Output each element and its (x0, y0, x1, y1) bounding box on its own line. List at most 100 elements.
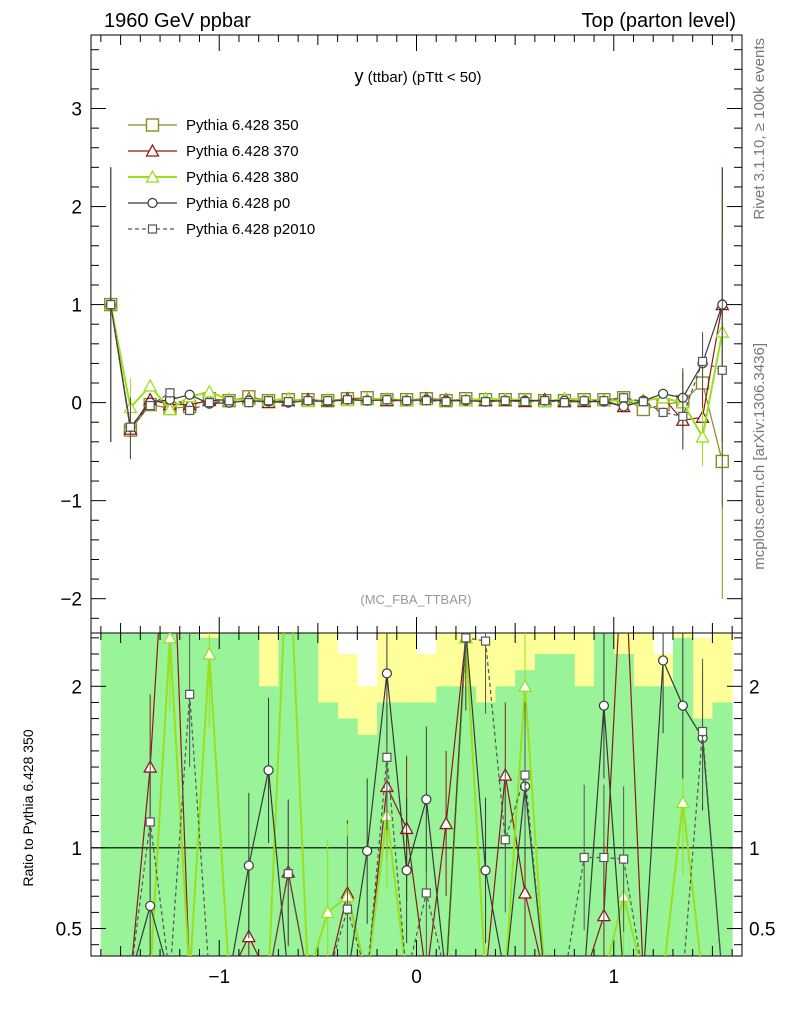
y-tick-label: 1 (71, 296, 82, 317)
series-2 (103, 167, 730, 470)
ratio-data-point (401, 865, 412, 876)
data-point (145, 400, 155, 411)
y-tick-label: 3 (71, 100, 82, 121)
y-tick-label: −1 (60, 492, 82, 513)
ratio-band-green (534, 653, 556, 956)
data-point (638, 397, 648, 407)
y-tick-label: −2 (60, 590, 82, 611)
ratio-y-tick-label-right: 0.5 (749, 920, 775, 941)
ratio-band-green (712, 702, 733, 956)
plot-title-sub: (ttbar) (pTtt < 50) (364, 69, 482, 86)
data-point (202, 384, 217, 398)
legend-marker (145, 118, 160, 132)
series-4 (106, 167, 727, 508)
data-point (618, 401, 629, 412)
x-tick-label: 0 (411, 967, 422, 988)
legend-marker (147, 224, 158, 234)
ratio-data-point (675, 795, 690, 809)
ratio-data-point (263, 765, 274, 776)
ratio-band-green (100, 633, 122, 956)
ratio-data-point (185, 689, 195, 699)
ratio-band-green (120, 633, 141, 956)
ratio-data-point (162, 633, 178, 644)
data-point (695, 429, 710, 443)
header-right: Top (parton level) (581, 10, 736, 32)
series-line (110, 304, 723, 431)
data-point (323, 396, 333, 406)
ratio-data-point (421, 888, 431, 898)
data-point (559, 398, 570, 408)
legend-label: Pythia 6.428 p0 (186, 195, 290, 212)
data-point (480, 397, 491, 407)
series-line (110, 304, 723, 429)
data-point (244, 398, 254, 408)
ratio-data-point (145, 817, 155, 827)
data-point (382, 395, 392, 405)
ratio-data-point (480, 865, 491, 876)
series-line (110, 304, 723, 429)
data-point (441, 397, 451, 407)
ratio-data-point (243, 860, 254, 871)
ratio-data-point (500, 835, 510, 845)
data-point (165, 388, 175, 398)
data-point (658, 407, 668, 418)
data-point (500, 396, 510, 406)
legend-entry: Pythia 6.428 380 (128, 169, 299, 186)
ratio-data-point (438, 816, 454, 830)
ratio-ylabel: Ratio to Pythia 6.428 350 (20, 729, 36, 886)
ratio-series-2 (135, 633, 722, 956)
ratio-data-point (619, 854, 629, 864)
data-point (106, 299, 116, 310)
ratio-data-point (520, 770, 530, 780)
legend-entry: Pythia 6.428 350 (128, 117, 299, 134)
ratio-data-point (697, 726, 708, 737)
ratio-data-point (202, 646, 217, 660)
data-point (678, 411, 688, 421)
ratio-series-line (131, 633, 644, 956)
data-point (520, 397, 530, 407)
ratio-band-green (317, 702, 339, 956)
data-point (402, 396, 412, 406)
data-point (579, 396, 589, 406)
data-point (125, 422, 136, 432)
data-point (461, 395, 471, 405)
ratio-data-point (381, 668, 393, 679)
ratio-data-point (342, 904, 353, 914)
ratio-band-green (653, 686, 674, 956)
legend-entry: Pythia 6.428 p2010 (128, 221, 315, 238)
data-point (599, 396, 609, 406)
data-point (619, 393, 629, 403)
ratio-data-point (517, 885, 533, 899)
ratio-band-green (298, 633, 319, 956)
ratio-data-point (657, 655, 669, 666)
ratio-data-point (480, 636, 491, 646)
ratio-band-green (455, 686, 477, 956)
legend-label: Pythia 6.428 350 (186, 117, 299, 134)
legend-label: Pythia 6.428 380 (186, 169, 299, 186)
legend-entry: Pythia 6.428 p0 (128, 195, 290, 212)
ratio-data-point (598, 700, 610, 711)
legend-label: Pythia 6.428 p2010 (186, 221, 315, 238)
data-point (657, 388, 669, 399)
plot-title-main: y (355, 66, 364, 86)
ratio-series-3 (132, 633, 722, 956)
ratio-band-green (219, 633, 240, 956)
data-point (283, 397, 293, 407)
y-tick-label: 0 (71, 394, 82, 415)
x-tick-label: 1 (608, 967, 619, 988)
ratio-band-green (554, 653, 575, 956)
rivet-label: Rivet 3.1.10, ≥ 100k events (751, 38, 768, 220)
ratio-data-point (145, 900, 156, 912)
data-point (224, 396, 234, 406)
data-point (362, 396, 372, 406)
legend-marker (145, 143, 160, 157)
legend-label: Pythia 6.428 370 (186, 143, 299, 160)
series-line (110, 304, 723, 462)
data-point (185, 405, 195, 416)
x-tick-label: −1 (208, 967, 230, 988)
ratio-data-point (461, 633, 471, 643)
ratio-data-point (599, 852, 609, 863)
header-left: 1960 GeV ppbar (104, 10, 251, 32)
ratio-data-point (677, 700, 688, 711)
